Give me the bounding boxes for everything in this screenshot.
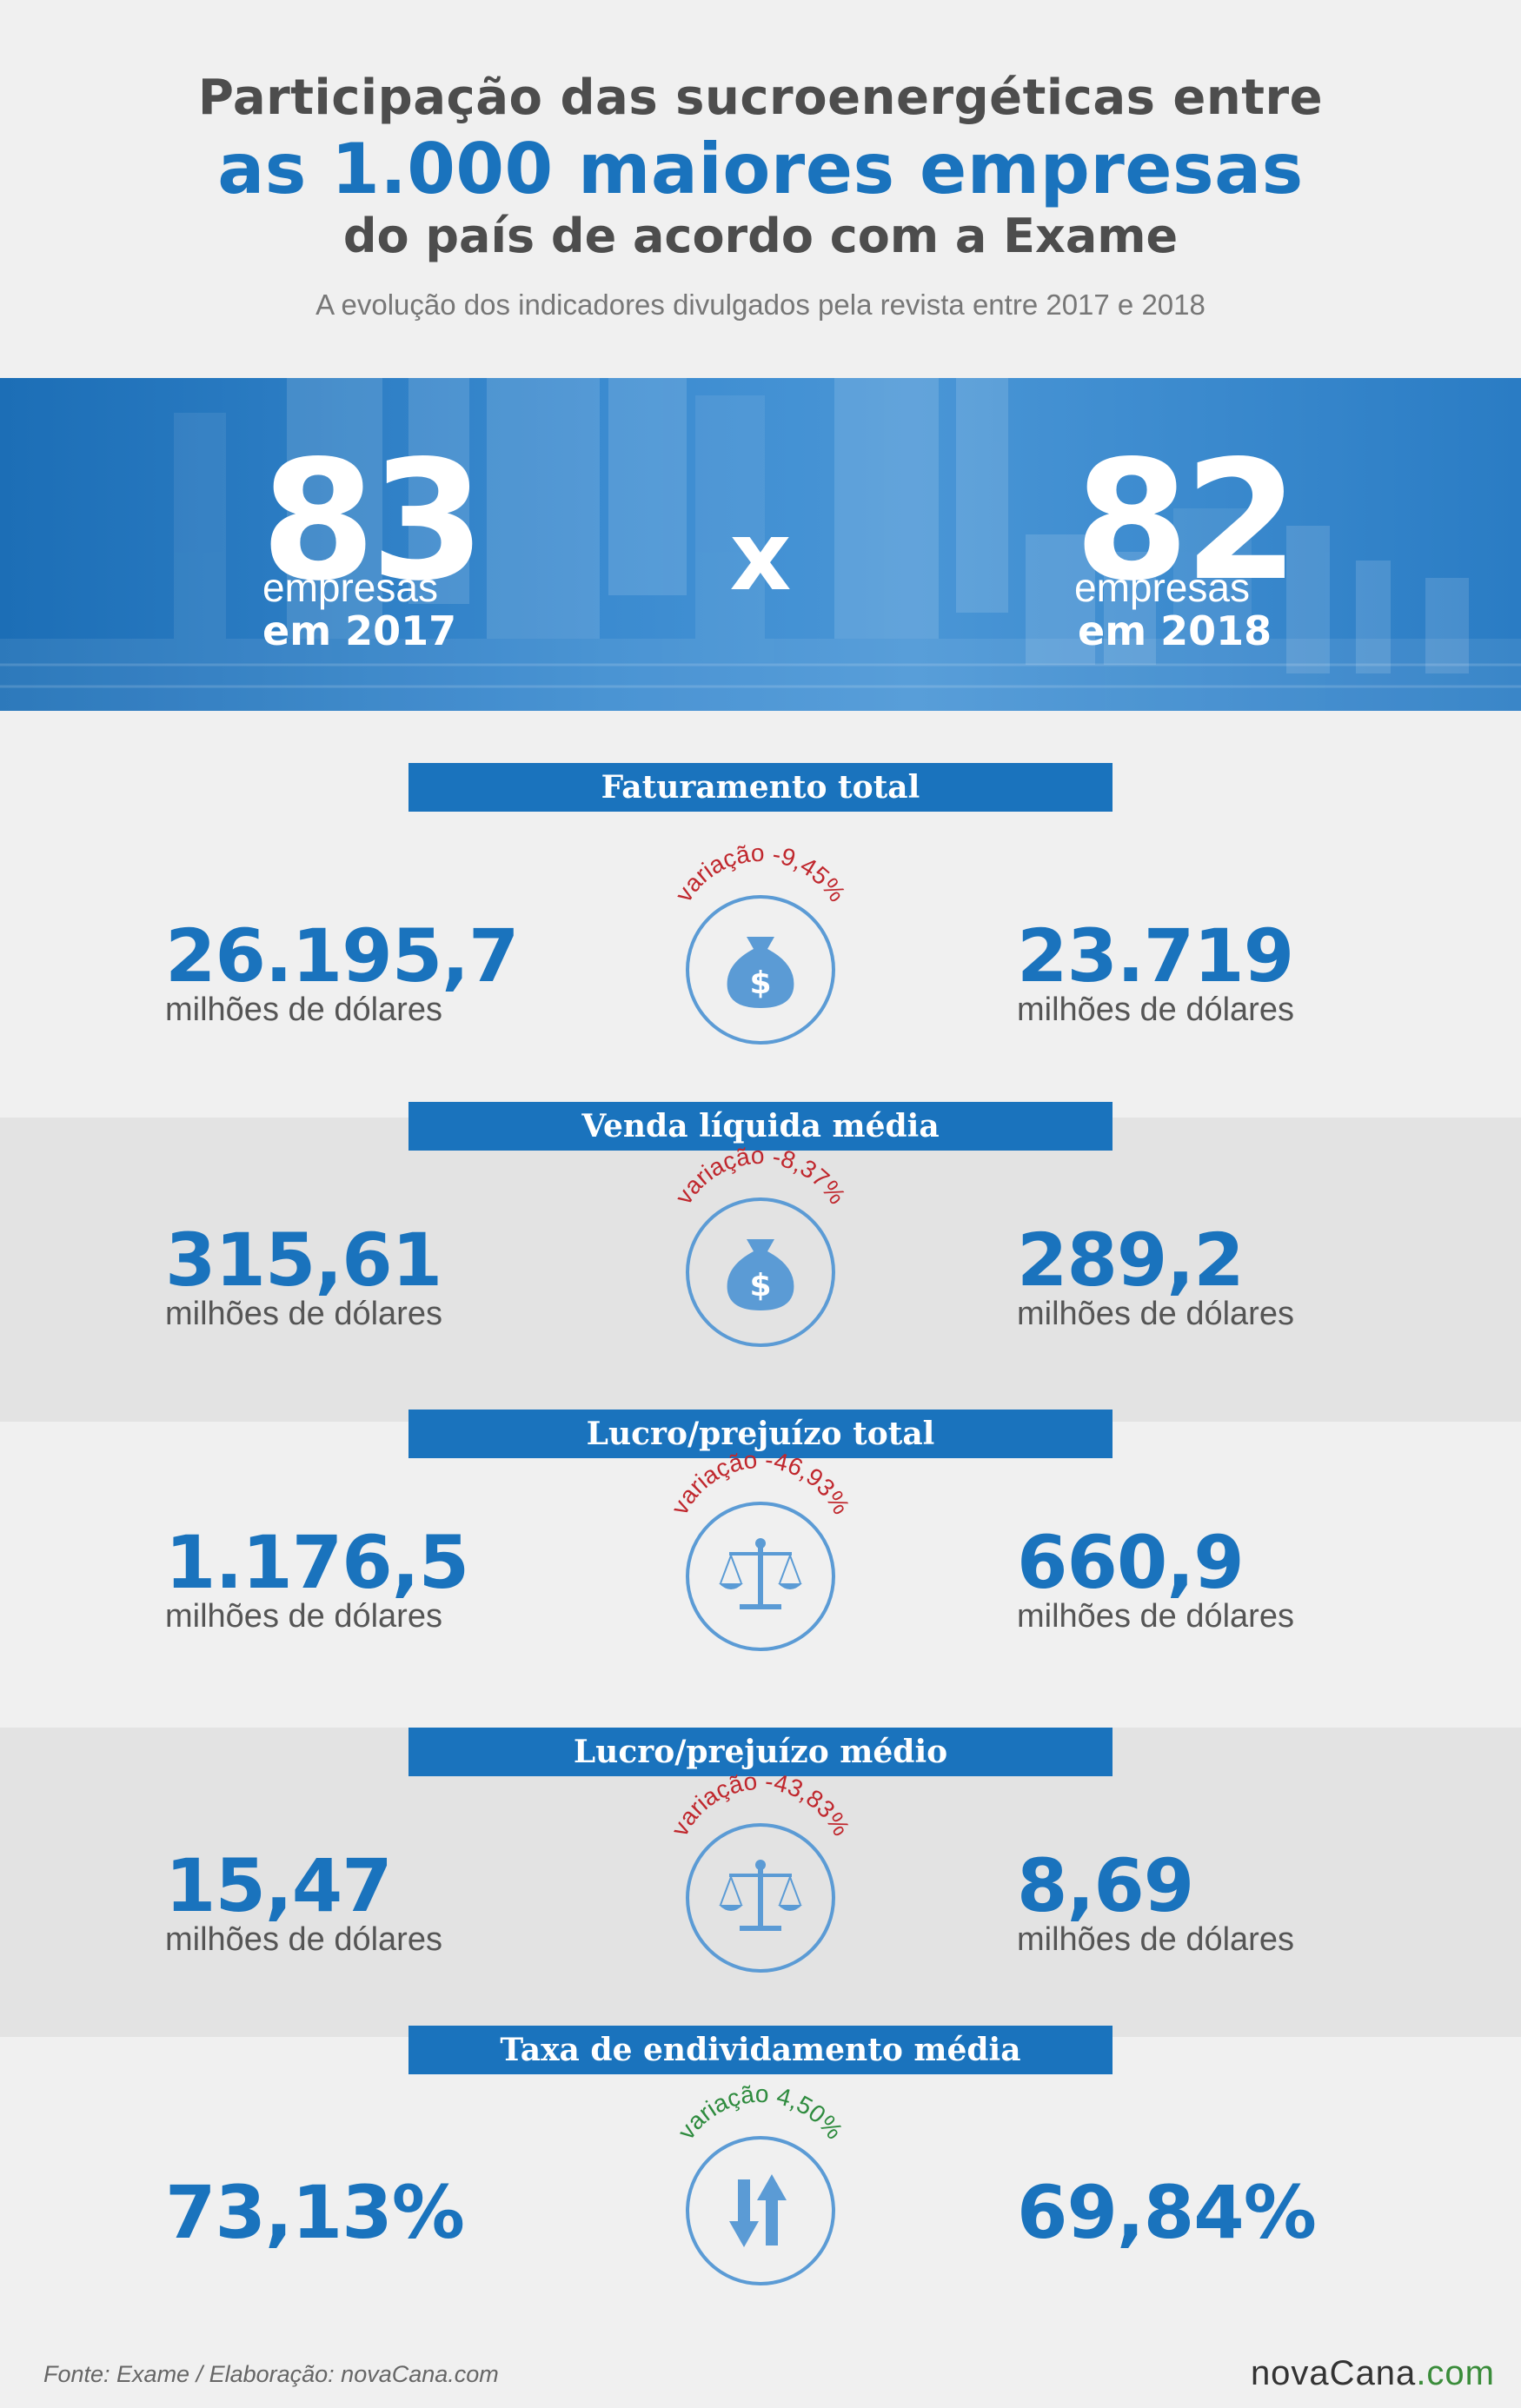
svg-text:variação -46,93%: variação -46,93%	[666, 1448, 855, 1519]
value-2017: 15,47	[165, 1843, 393, 1928]
variation-badge: variação -8,37% $	[656, 1144, 865, 1370]
title-line-3: do país de acordo com a Exame	[342, 209, 1179, 263]
svg-text:variação 4,50%: variação 4,50%	[673, 2082, 848, 2144]
section-lucro-prejuizo-total: Lucro/prejuízo total 1.176,5 milhões de …	[0, 1410, 1521, 1728]
svg-text:$: $	[749, 1268, 771, 1304]
value-2018: 660,9	[1017, 1520, 1245, 1605]
companies-2018-label: empresas	[1074, 565, 1250, 610]
unit-2018: milhões de dólares	[1017, 1598, 1294, 1635]
section-title: Lucro/prejuízo médio	[408, 1728, 1113, 1776]
unit-2017: milhões de dólares	[165, 992, 442, 1028]
subtitle: A evolução dos indicadores divulgados pe…	[315, 289, 1206, 321]
unit-2017: milhões de dólares	[165, 1296, 442, 1332]
companies-2018-count: 82	[1074, 425, 1298, 617]
section-venda-liquida-media: Venda líquida média 315,61 milhões de dó…	[0, 1102, 1521, 1422]
footer: Fonte: Exame / Elaboração: novaCana.com …	[0, 2342, 1521, 2408]
companies-banner: 83 empresas em 2017 x 82 empresas em 201…	[0, 378, 1521, 711]
novacana-logo: novaCana.com	[1251, 2354, 1495, 2393]
variation-label: variação -9,45%	[670, 841, 851, 906]
logo-suffix: .com	[1416, 2354, 1495, 2392]
unit-2018: milhões de dólares	[1017, 992, 1294, 1028]
unit-2017: milhões de dólares	[165, 1921, 442, 1958]
value-2017: 315,61	[165, 1217, 442, 1303]
section-title: Taxa de endividamento média	[408, 2026, 1113, 2074]
svg-text:variação -9,45%: variação -9,45%	[670, 841, 851, 906]
variation-label: variação -43,83%	[666, 1769, 855, 1841]
unit-2018: milhões de dólares	[1017, 1921, 1294, 1958]
value-2018: 8,69	[1017, 1843, 1194, 1928]
source-credit: Fonte: Exame / Elaboração: novaCana.com	[43, 2361, 499, 2387]
value-2017: 1.176,5	[165, 1520, 469, 1605]
companies-2017-year: em 2017	[262, 607, 457, 654]
industrial-plant-background	[0, 378, 1521, 711]
header: Participação das sucroenergéticas entre …	[0, 0, 1521, 378]
value-2017: 73,13%	[165, 2170, 465, 2255]
companies-2018-year: em 2018	[1078, 607, 1272, 654]
variation-label: variação 4,50%	[673, 2082, 848, 2144]
value-2018: 289,2	[1017, 1217, 1245, 1303]
logo-main: novaCana	[1250, 2354, 1417, 2392]
section-title: Lucro/prejuízo total	[408, 1410, 1113, 1458]
value-2018: 69,84%	[1017, 2170, 1317, 2255]
section-faturamento-total: Faturamento total 26.195,7 milhões de dó…	[0, 711, 1521, 1118]
value-2018: 23.719	[1017, 913, 1294, 998]
variation-badge: variação -43,83%	[656, 1769, 865, 1995]
svg-text:$: $	[749, 965, 771, 1001]
versus-symbol: x	[729, 501, 792, 612]
variation-label: variação -8,37%	[670, 1144, 851, 1209]
section-title: Venda líquida média	[408, 1102, 1113, 1151]
companies-2017-count: 83	[261, 425, 485, 617]
companies-2017-label: empresas	[262, 565, 438, 610]
title-line-2: as 1.000 maiores empresas	[217, 129, 1304, 209]
variation-badge: variação -46,93%	[656, 1448, 865, 1674]
variation-badge: variação -9,45% $	[656, 841, 865, 1067]
variation-label: variação -46,93%	[666, 1448, 855, 1519]
section-title: Faturamento total	[408, 763, 1113, 812]
unit-2018: milhões de dólares	[1017, 1296, 1294, 1332]
variation-badge: variação 4,50%	[656, 2082, 865, 2308]
section-lucro-prejuizo-medio: Lucro/prejuízo médio 15,47 milhões de dó…	[0, 1728, 1521, 2037]
svg-text:variação -8,37%: variação -8,37%	[670, 1144, 851, 1209]
value-2017: 26.195,7	[165, 913, 520, 998]
section-taxa-endividamento-media: Taxa de endividamento média 73,13% 69,84…	[0, 2026, 1521, 2342]
unit-2017: milhões de dólares	[165, 1598, 442, 1635]
svg-text:variação -43,83%: variação -43,83%	[666, 1769, 855, 1841]
title-line-1: Participação das sucroenergéticas entre	[197, 70, 1324, 126]
